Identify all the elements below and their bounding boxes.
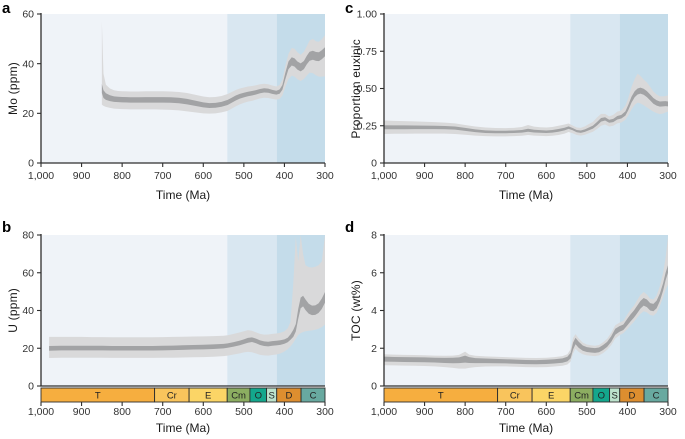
svg-text:300: 300 bbox=[316, 170, 334, 182]
svg-text:C: C bbox=[310, 390, 317, 401]
svg-text:600: 600 bbox=[195, 406, 213, 418]
svg-text:0: 0 bbox=[28, 381, 34, 393]
svg-text:700: 700 bbox=[497, 170, 515, 182]
svg-text:500: 500 bbox=[235, 170, 253, 182]
svg-text:80: 80 bbox=[22, 230, 34, 242]
chart-b-u-plot: 0 20 40 60 80 T Cr E Cm O S D C 1,000 900 800 700 600 500 4… bbox=[22, 230, 334, 418]
svg-text:2: 2 bbox=[371, 343, 377, 355]
svg-text:40: 40 bbox=[22, 305, 34, 317]
svg-text:C: C bbox=[653, 390, 660, 401]
y-axis-title-a: Mo (ppm) bbox=[0, 14, 26, 163]
svg-text:D: D bbox=[628, 390, 635, 401]
svg-text:500: 500 bbox=[578, 170, 596, 182]
svg-text:400: 400 bbox=[619, 406, 637, 418]
panel-letter-c: c bbox=[345, 0, 354, 17]
x-axis-title-b: Time (Ma) bbox=[155, 421, 211, 435]
svg-text:1,000: 1,000 bbox=[371, 406, 397, 418]
svg-text:400: 400 bbox=[276, 406, 294, 418]
svg-text:800: 800 bbox=[456, 170, 474, 182]
svg-text:800: 800 bbox=[456, 406, 474, 418]
svg-text:Cr: Cr bbox=[167, 390, 177, 401]
x-axis-title-d: Time (Ma) bbox=[498, 421, 554, 435]
y-axis-title-b: U (ppm) bbox=[0, 235, 26, 386]
svg-text:D: D bbox=[285, 390, 292, 401]
svg-text:900: 900 bbox=[416, 406, 434, 418]
svg-text:600: 600 bbox=[538, 170, 556, 182]
svg-text:O: O bbox=[255, 390, 262, 401]
svg-text:8: 8 bbox=[371, 230, 377, 242]
svg-text:S: S bbox=[268, 390, 274, 401]
svg-text:Cm: Cm bbox=[574, 390, 589, 401]
panel-letter-d: d bbox=[345, 219, 355, 236]
svg-text:900: 900 bbox=[416, 170, 434, 182]
svg-text:6: 6 bbox=[371, 267, 377, 279]
svg-text:700: 700 bbox=[497, 406, 515, 418]
svg-text:0: 0 bbox=[371, 158, 377, 170]
svg-text:500: 500 bbox=[235, 406, 253, 418]
y-axis-title-b-text: U (ppm) bbox=[6, 288, 20, 333]
svg-text:400: 400 bbox=[276, 170, 294, 182]
svg-text:300: 300 bbox=[659, 170, 677, 182]
svg-text:20: 20 bbox=[22, 343, 34, 355]
svg-text:600: 600 bbox=[538, 406, 556, 418]
panel-c: 0 0.25 0.50 0.75 1.00 1,000 900 800 700 600 500 400… bbox=[343, 0, 685, 219]
svg-text:800: 800 bbox=[113, 170, 131, 182]
svg-text:0.50: 0.50 bbox=[357, 83, 378, 95]
svg-text:S: S bbox=[611, 390, 617, 401]
svg-text:1,000: 1,000 bbox=[28, 170, 54, 182]
svg-text:Cr: Cr bbox=[510, 390, 520, 401]
svg-text:600: 600 bbox=[195, 170, 213, 182]
svg-text:E: E bbox=[205, 390, 211, 401]
svg-text:0: 0 bbox=[371, 381, 377, 393]
x-axis-title-a: Time (Ma) bbox=[155, 188, 211, 202]
svg-text:900: 900 bbox=[73, 170, 91, 182]
svg-text:900: 900 bbox=[73, 406, 91, 418]
svg-text:1,000: 1,000 bbox=[28, 406, 54, 418]
chart-a-mo-plot: 0 20 40 60 1,000 900 800 700 600 500 400 300 bbox=[22, 9, 334, 182]
svg-text:O: O bbox=[598, 390, 605, 401]
svg-text:60: 60 bbox=[22, 9, 34, 21]
y-axis-title-a-text: Mo (ppm) bbox=[6, 62, 20, 115]
svg-text:500: 500 bbox=[578, 406, 596, 418]
panel-d: 0 2 4 6 8 T Cr E Cm O S D C 1,000 900 800 700 600 500 400 30… bbox=[343, 219, 685, 439]
y-axis-title-d-text: TOC (wt%) bbox=[349, 280, 363, 341]
svg-text:400: 400 bbox=[619, 170, 637, 182]
svg-text:1.00: 1.00 bbox=[357, 9, 378, 21]
svg-text:4: 4 bbox=[371, 305, 377, 317]
svg-text:0.75: 0.75 bbox=[357, 46, 378, 58]
svg-text:300: 300 bbox=[316, 406, 334, 418]
y-axis-title-c: Proportion euxinic bbox=[343, 14, 369, 163]
svg-text:40: 40 bbox=[22, 58, 34, 70]
panel-letter-a: a bbox=[2, 0, 11, 17]
svg-text:700: 700 bbox=[154, 170, 172, 182]
panel-letter-b: b bbox=[2, 219, 12, 236]
svg-text:700: 700 bbox=[154, 406, 172, 418]
y-axis-title-d: TOC (wt%) bbox=[343, 235, 369, 386]
svg-text:T: T bbox=[95, 390, 101, 401]
chart-d-toc-plot: 0 2 4 6 8 T Cr E Cm O S D C 1,000 900 800 700 600 500 400 30… bbox=[371, 230, 677, 418]
svg-text:T: T bbox=[438, 390, 444, 401]
chart-c-euxinic-plot: 0 0.25 0.50 0.75 1.00 1,000 900 800 700 600 500 400… bbox=[357, 9, 677, 182]
svg-text:0.25: 0.25 bbox=[357, 120, 378, 132]
svg-text:0: 0 bbox=[28, 158, 34, 170]
x-axis-title-c: Time (Ma) bbox=[498, 188, 554, 202]
svg-text:Cm: Cm bbox=[231, 390, 246, 401]
panel-b: 0 20 40 60 80 T Cr E Cm O S D C 1,000 900 800 700 600 500 4… bbox=[0, 219, 342, 439]
panel-a: 0 20 40 60 1,000 900 800 700 600 500 400 300 a Mo (… bbox=[0, 0, 342, 219]
svg-text:1,000: 1,000 bbox=[371, 170, 397, 182]
svg-text:300: 300 bbox=[659, 406, 677, 418]
y-axis-title-c-text: Proportion euxinic bbox=[349, 38, 363, 139]
svg-text:20: 20 bbox=[22, 108, 34, 120]
svg-text:60: 60 bbox=[22, 267, 34, 279]
svg-text:E: E bbox=[548, 390, 554, 401]
svg-text:800: 800 bbox=[113, 406, 131, 418]
